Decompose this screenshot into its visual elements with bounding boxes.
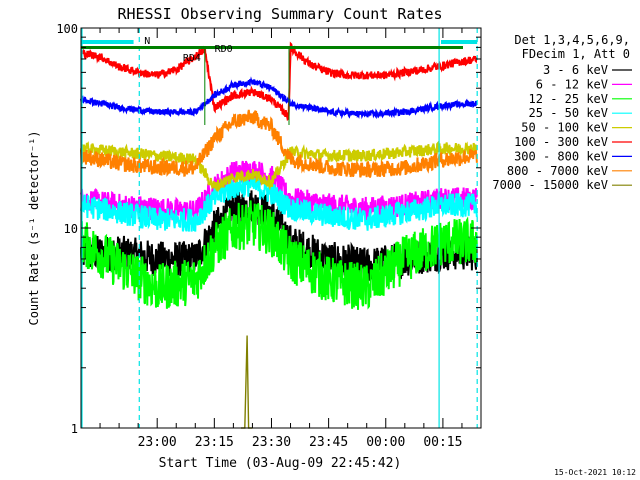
x-axis-label: Start Time (03-Aug-09 22:45:42) [159, 456, 402, 471]
legend-label: 100 - 300 keV [514, 135, 608, 149]
legend-label: 6 - 12 keV [536, 77, 608, 91]
legend-label: 12 - 25 keV [529, 92, 608, 106]
x-tick-label: 23:15 [195, 435, 234, 450]
rd4-label: RD4 [183, 53, 201, 64]
x-tick-label: 23:30 [252, 435, 291, 450]
y-tick-label: 100 [56, 22, 78, 36]
y-axis: 1 10 100 [56, 22, 481, 436]
legend-label: 3 - 6 keV [543, 63, 608, 77]
y-tick-label: 10 [64, 222, 78, 236]
series-line [80, 76, 478, 120]
legend-label: 800 - 7000 keV [507, 164, 608, 178]
x-axis: 23:00 23:15 23:30 23:45 00:00 00:15 [80, 28, 482, 450]
night-bar-label: N [144, 36, 150, 47]
legend-label: 25 - 50 keV [529, 106, 608, 120]
legend-label: 50 - 100 keV [521, 121, 608, 135]
legend-label: 7000 - 15000 keV [492, 178, 608, 192]
series-line [80, 173, 478, 232]
series-25-50-kev [80, 173, 478, 232]
rd0-label: RD0 [215, 44, 233, 55]
x-tick-label: 00:15 [423, 435, 462, 450]
series-line [80, 41, 478, 122]
series-12-25-kev [80, 200, 478, 310]
legend-header-line-2: FDecim 1, Att 0 [522, 47, 630, 61]
y-axis-label: Count Rate (s⁻¹ detector⁻¹) [27, 130, 41, 325]
legend-header-line-1: Det 1,3,4,5,6,9, [514, 33, 630, 47]
series-800-7000-kev [80, 109, 478, 178]
footer-timestamp: 15-Oct-2021 10:12 [554, 468, 636, 477]
series-line [80, 109, 478, 178]
night-bar-left [81, 40, 134, 44]
series-100-300-kev [80, 41, 478, 122]
series-line [80, 200, 478, 310]
chart-title: RHESSI Observing Summary Count Rates [117, 5, 442, 23]
x-tick-label: 00:00 [366, 435, 405, 450]
x-tick-label: 23:00 [138, 435, 177, 450]
night-bar-right [441, 40, 478, 44]
legend-label: 300 - 800 keV [514, 149, 608, 163]
series-300-800-kev [80, 76, 478, 120]
attenuator-bar [81, 46, 463, 49]
x-tick-label: 23:45 [309, 435, 348, 450]
y-tick-label: 1 [71, 422, 78, 436]
series-50-100-kev [80, 140, 478, 192]
series-line [80, 140, 478, 192]
